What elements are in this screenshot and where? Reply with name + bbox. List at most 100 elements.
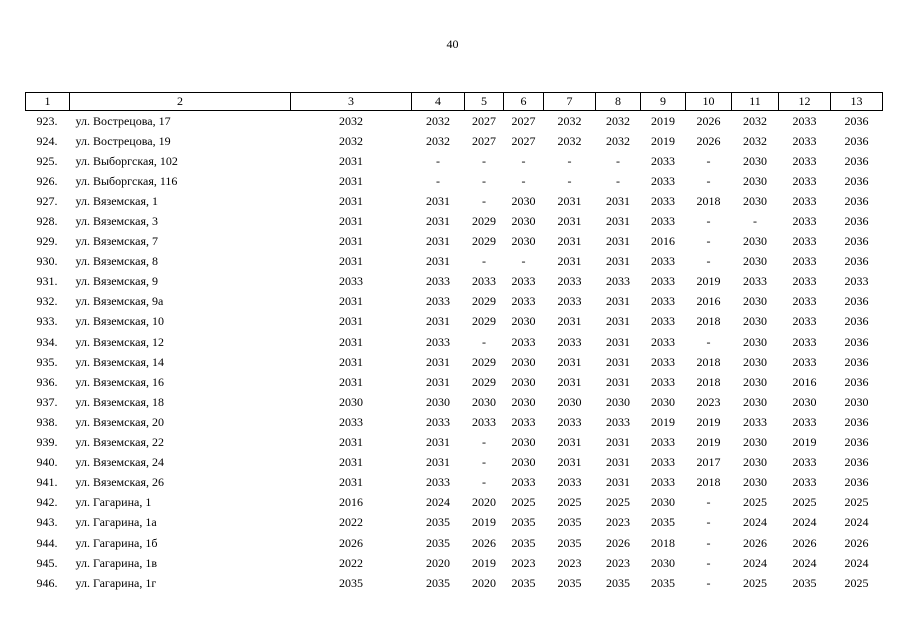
table-cell: 2033 (792, 214, 817, 229)
table-cell: 2033 (792, 234, 817, 249)
table-cell: 2033 (472, 274, 496, 289)
table-cell: 926. (36, 173, 58, 188)
table-cell: 2031 (426, 435, 450, 450)
table-cell: 2036 (844, 354, 869, 369)
table-cell: 937. (36, 394, 58, 409)
header-cell: 7 (543, 92, 596, 111)
header-cell: 5 (464, 92, 504, 111)
table-cell: 2030 (743, 455, 767, 470)
table-cell: 2031 (339, 354, 363, 369)
table-cell: ул. Вяземская, 18 (75, 394, 164, 409)
table-cell: - (482, 455, 486, 470)
table-cell: 2032 (557, 133, 582, 148)
table-cell: 2027 (472, 133, 496, 148)
table-cell: 2030 (511, 314, 536, 329)
table-row: 927. ул. Вяземская, 1 2031 2031 - 2030 2031 203… (26, 191, 883, 211)
table-cell: 2030 (743, 435, 767, 450)
table-cell: 2035 (426, 535, 450, 550)
table-cell: 2031 (426, 254, 450, 269)
table-cell: 2035 (511, 535, 536, 550)
table-row: 942. ул. Гагарина, 1 2016 2024 2020 2025 2025 2… (26, 493, 883, 513)
table-cell: 2035 (557, 515, 582, 530)
table-row: 938. ул. Вяземская, 20 2033 2033 2033 2033 203… (26, 412, 883, 432)
table-cell: 2033 (792, 294, 817, 309)
table-cell: 2036 (844, 435, 869, 450)
table-cell: 2027 (511, 113, 536, 128)
table-cell: 2031 (606, 314, 630, 329)
table-cell: 2031 (339, 294, 363, 309)
table-cell: 2031 (426, 193, 450, 208)
table-cell: 2033 (792, 455, 817, 470)
header-cell: 6 (503, 92, 544, 111)
table-cell: 2030 (743, 193, 767, 208)
table-cell: 2031 (606, 435, 630, 450)
table-cell: 2035 (339, 575, 363, 590)
header-cell: 8 (595, 92, 641, 111)
table-cell: 2033 (651, 455, 675, 470)
table-cell: ул. Гагарина, 1 (75, 495, 152, 510)
header-cell: 11 (731, 92, 779, 111)
table-cell: 941. (36, 475, 58, 490)
table-row: 937. ул. Вяземская, 18 2030 2030 2030 2030 203… (26, 392, 883, 412)
table-cell: 2035 (426, 575, 450, 590)
table-cell: 2031 (426, 374, 450, 389)
table-cell: 2033 (651, 334, 675, 349)
table-cell: 2030 (743, 294, 767, 309)
table-cell: - (482, 435, 486, 450)
table-cell: 944. (36, 535, 58, 550)
header-cell: 9 (640, 92, 686, 111)
table-cell: ул. Гагарина, 1а (75, 515, 157, 530)
table-cell: 2016 (339, 495, 363, 510)
table-cell: 2033 (792, 274, 817, 289)
table-cell: 2036 (844, 153, 869, 168)
table-cell: 2026 (339, 535, 363, 550)
table-cell: 2031 (606, 374, 630, 389)
table-cell: 2035 (792, 575, 817, 590)
table-cell: 2029 (472, 354, 496, 369)
table-row: 943. ул. Гагарина, 1а 2022 2035 2019 2035 2035… (26, 513, 883, 533)
table-cell: 2033 (426, 274, 450, 289)
table-cell: ул. Вяземская, 1 (75, 193, 158, 208)
table-cell: 934. (36, 334, 58, 349)
table-cell: 2033 (511, 414, 536, 429)
table-cell: ул. Вяземская, 14 (75, 354, 164, 369)
table-cell: 2032 (426, 133, 450, 148)
table-cell: 2023 (606, 515, 630, 530)
table-cell: 2031 (339, 455, 363, 470)
table-cell: - (706, 495, 711, 510)
table-row: 946. ул. Гагарина, 1г 2035 2035 2020 2035 2035… (26, 573, 883, 593)
header-cell: 4 (411, 92, 465, 111)
table-cell: 2033 (792, 314, 817, 329)
table-cell: - (706, 173, 711, 188)
table-cell: ул. Вострецова, 17 (75, 113, 171, 128)
table-cell: ул. Вострецова, 19 (75, 133, 171, 148)
table-cell: 2025 (792, 495, 817, 510)
table-cell: 2033 (651, 274, 675, 289)
table-cell: 2036 (844, 113, 869, 128)
table-cell: 2030 (792, 394, 817, 409)
table-cell: 2032 (743, 113, 767, 128)
table-cell: 2031 (606, 354, 630, 369)
table-cell: 2031 (339, 193, 363, 208)
table-cell: 2023 (557, 555, 582, 570)
table-cell: 2026 (743, 535, 767, 550)
table-cell: 2030 (743, 394, 767, 409)
table-cell: 2033 (651, 173, 675, 188)
table-cell: 940. (36, 455, 58, 470)
table-cell: 2029 (472, 314, 496, 329)
table-cell: 2030 (743, 254, 767, 269)
table-cell: 923. (36, 113, 58, 128)
header-cell: 3 (290, 92, 412, 111)
table-cell: 2031 (606, 193, 630, 208)
table-cell: 2033 (651, 314, 675, 329)
table-cell: 2033 (651, 153, 675, 168)
table-cell: - (706, 214, 711, 229)
table-cell: 2026 (606, 535, 630, 550)
table-cell: 2033 (426, 414, 450, 429)
table-cell: 2036 (844, 193, 869, 208)
table-cell: 2030 (651, 495, 675, 510)
table-cell: 2033 (557, 414, 582, 429)
table-cell: ул. Вяземская, 24 (75, 455, 164, 470)
table-cell: 2031 (606, 294, 630, 309)
table-cell: 2033 (606, 274, 630, 289)
